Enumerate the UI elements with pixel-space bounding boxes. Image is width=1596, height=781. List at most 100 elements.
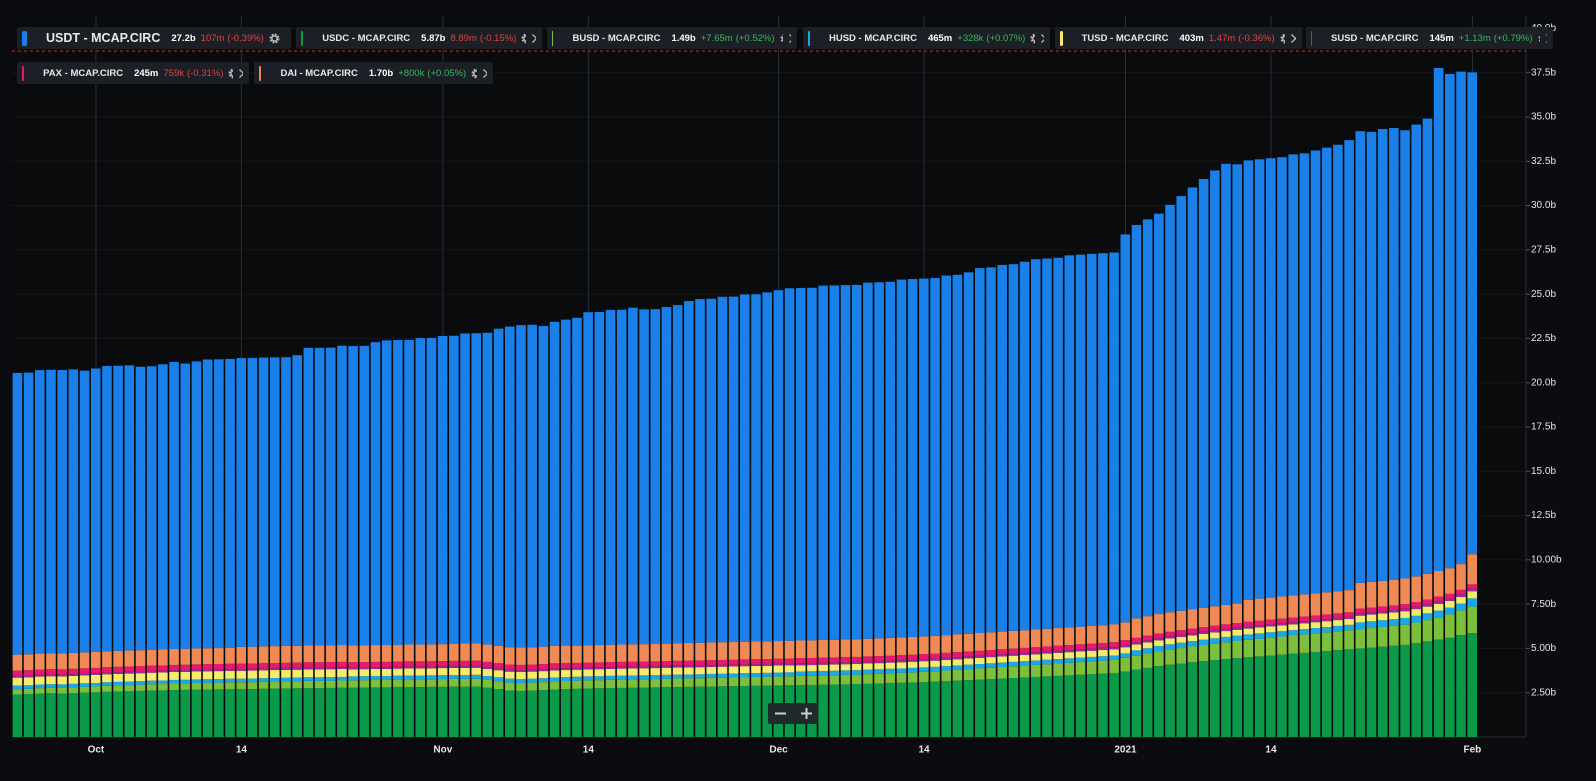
legend-change: +7.65m bbox=[701, 33, 733, 44]
legend-swatch bbox=[808, 31, 810, 46]
bar-segment bbox=[807, 665, 817, 671]
bar-segment bbox=[561, 646, 571, 663]
close-button[interactable] bbox=[238, 68, 243, 79]
settings-button[interactable] bbox=[228, 68, 233, 79]
bar-segment bbox=[1053, 646, 1063, 651]
bar-segment bbox=[505, 670, 515, 672]
bar-segment bbox=[404, 661, 414, 666]
bar-segment bbox=[1333, 618, 1343, 620]
bar-segment bbox=[1176, 196, 1186, 611]
bar-segment bbox=[706, 674, 716, 678]
bar-segment bbox=[1132, 656, 1142, 670]
settings-button[interactable] bbox=[521, 33, 526, 44]
bar-segment bbox=[180, 665, 190, 670]
bar-segment bbox=[1344, 625, 1354, 630]
bar-segment bbox=[326, 677, 336, 681]
bar-segment bbox=[382, 669, 392, 676]
bar-segment bbox=[438, 668, 448, 675]
bar-segment bbox=[650, 309, 660, 644]
close-button[interactable] bbox=[788, 33, 791, 44]
bar-segment bbox=[986, 679, 996, 737]
bar-segment bbox=[863, 670, 873, 674]
bar-segment bbox=[762, 673, 772, 677]
bar-segment bbox=[292, 688, 302, 737]
bar-segment bbox=[460, 333, 470, 643]
settings-button[interactable] bbox=[1280, 33, 1286, 44]
bar-segment bbox=[1199, 645, 1209, 661]
settings-button[interactable] bbox=[1030, 33, 1034, 44]
close-button[interactable] bbox=[1545, 33, 1547, 44]
bar-segment bbox=[818, 286, 828, 640]
bar-segment bbox=[136, 673, 146, 681]
bar-segment bbox=[1042, 654, 1052, 660]
settings-button[interactable] bbox=[471, 68, 476, 79]
bar-segment bbox=[975, 656, 985, 658]
gear-icon bbox=[524, 35, 526, 40]
bar-segment bbox=[807, 663, 817, 665]
bar-segment bbox=[1232, 658, 1242, 737]
settings-button[interactable] bbox=[780, 33, 783, 44]
bar-segment bbox=[281, 678, 291, 682]
bar-segment bbox=[505, 665, 515, 670]
bar-segment bbox=[561, 320, 571, 646]
bar-segment bbox=[1020, 677, 1030, 737]
bar-segment bbox=[830, 671, 840, 675]
bar-segment bbox=[628, 679, 638, 687]
bar-segment bbox=[125, 672, 135, 674]
bar-segment bbox=[1411, 609, 1421, 616]
close-button[interactable] bbox=[1040, 33, 1044, 44]
bar-segment bbox=[1255, 159, 1265, 598]
bar-segment bbox=[427, 679, 437, 687]
bar-segment bbox=[595, 669, 605, 676]
bar-segment bbox=[236, 669, 246, 671]
settings-button[interactable] bbox=[1538, 33, 1540, 44]
bar-segment bbox=[326, 669, 336, 677]
bar-segment bbox=[449, 336, 459, 644]
bar-segment bbox=[1434, 597, 1444, 602]
bar-segment bbox=[315, 681, 325, 688]
bar-segment bbox=[572, 668, 582, 670]
bar-segment bbox=[1344, 140, 1354, 590]
bar-segment bbox=[270, 670, 280, 678]
bar-segment bbox=[1411, 607, 1421, 609]
close-button[interactable] bbox=[531, 33, 536, 44]
bar-segment bbox=[225, 648, 235, 664]
bar-segment bbox=[885, 669, 895, 673]
bar-segment bbox=[1467, 554, 1477, 584]
bar-segment bbox=[259, 689, 269, 737]
settings-button[interactable] bbox=[269, 33, 280, 44]
legend-label: USDC - MCAP.CIRC bbox=[322, 33, 410, 44]
bar-segment bbox=[382, 676, 392, 680]
bar-segment bbox=[639, 679, 649, 687]
close-button[interactable] bbox=[482, 68, 487, 79]
bar-segment bbox=[1389, 580, 1399, 606]
bar-segment bbox=[1356, 616, 1366, 623]
bar-segment bbox=[874, 663, 884, 669]
bar-segment bbox=[1311, 615, 1321, 620]
bar-segment bbox=[315, 677, 325, 681]
legend-label: USDT - MCAP.CIRC bbox=[46, 31, 160, 45]
bar-segment bbox=[169, 670, 179, 672]
bar-segment bbox=[718, 686, 728, 737]
bar-segment bbox=[348, 662, 358, 667]
bar-segment bbox=[460, 643, 470, 660]
bar-segment bbox=[818, 685, 828, 737]
bar-segment bbox=[1232, 623, 1242, 628]
bar-segment bbox=[483, 688, 493, 737]
bar-segment bbox=[427, 661, 437, 666]
bar-segment bbox=[158, 364, 168, 649]
bar-segment bbox=[650, 644, 660, 661]
bar-segment bbox=[874, 656, 884, 661]
bar-segment bbox=[427, 675, 437, 679]
bar-segment bbox=[1109, 642, 1119, 647]
close-button[interactable] bbox=[1290, 33, 1296, 44]
bar-segment bbox=[897, 662, 907, 668]
bar-segment bbox=[1367, 612, 1377, 614]
gear-icon bbox=[272, 35, 277, 40]
bar-segment bbox=[1098, 656, 1108, 660]
bar-segment bbox=[1031, 654, 1041, 660]
bar-segment bbox=[248, 671, 258, 679]
bar-segment bbox=[550, 681, 560, 689]
legend-swatch bbox=[301, 31, 303, 46]
bar-segment bbox=[1109, 625, 1119, 643]
